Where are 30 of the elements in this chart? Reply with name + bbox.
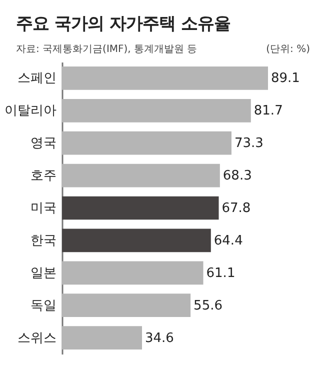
bar: [62, 66, 268, 90]
bar: [62, 196, 219, 220]
data-label: 61.1: [206, 266, 236, 281]
data-label: 55.6: [194, 298, 222, 314]
chart-title: 주요 국가의 자가주택 소유율: [15, 13, 232, 35]
y-tick-label: 스페인: [18, 71, 56, 86]
bar: [62, 131, 232, 155]
text: (단위: %): [266, 43, 310, 56]
data-label: 68.3: [222, 168, 252, 184]
text: 자료: 국제통화기금(IMF), 통계개발원 등: [16, 43, 198, 56]
y-tick-label: 호주: [30, 168, 56, 184]
data-label: 81.7: [254, 104, 283, 119]
bar: [62, 294, 191, 318]
data-label: 34.6: [144, 330, 174, 346]
bar: [62, 261, 204, 285]
y-tick-label: 이탈리아: [4, 104, 56, 119]
bar: [62, 164, 220, 188]
y-tick-label: 독일: [30, 298, 56, 314]
y-tick-label: 스위스: [18, 330, 56, 346]
y-tick-label: 한국: [30, 233, 56, 248]
data-label: 73.3: [234, 136, 264, 152]
data-label: 89.1: [271, 71, 300, 86]
bar: [62, 326, 142, 350]
data-label: 64.4: [214, 233, 243, 248]
y-tick-label: 일본: [30, 266, 56, 281]
data-label: 67.8: [222, 201, 251, 216]
bar: [62, 228, 211, 252]
y-tick-label: 미국: [30, 201, 56, 216]
y-tick-label: 영국: [30, 136, 56, 152]
bar: [62, 98, 251, 122]
